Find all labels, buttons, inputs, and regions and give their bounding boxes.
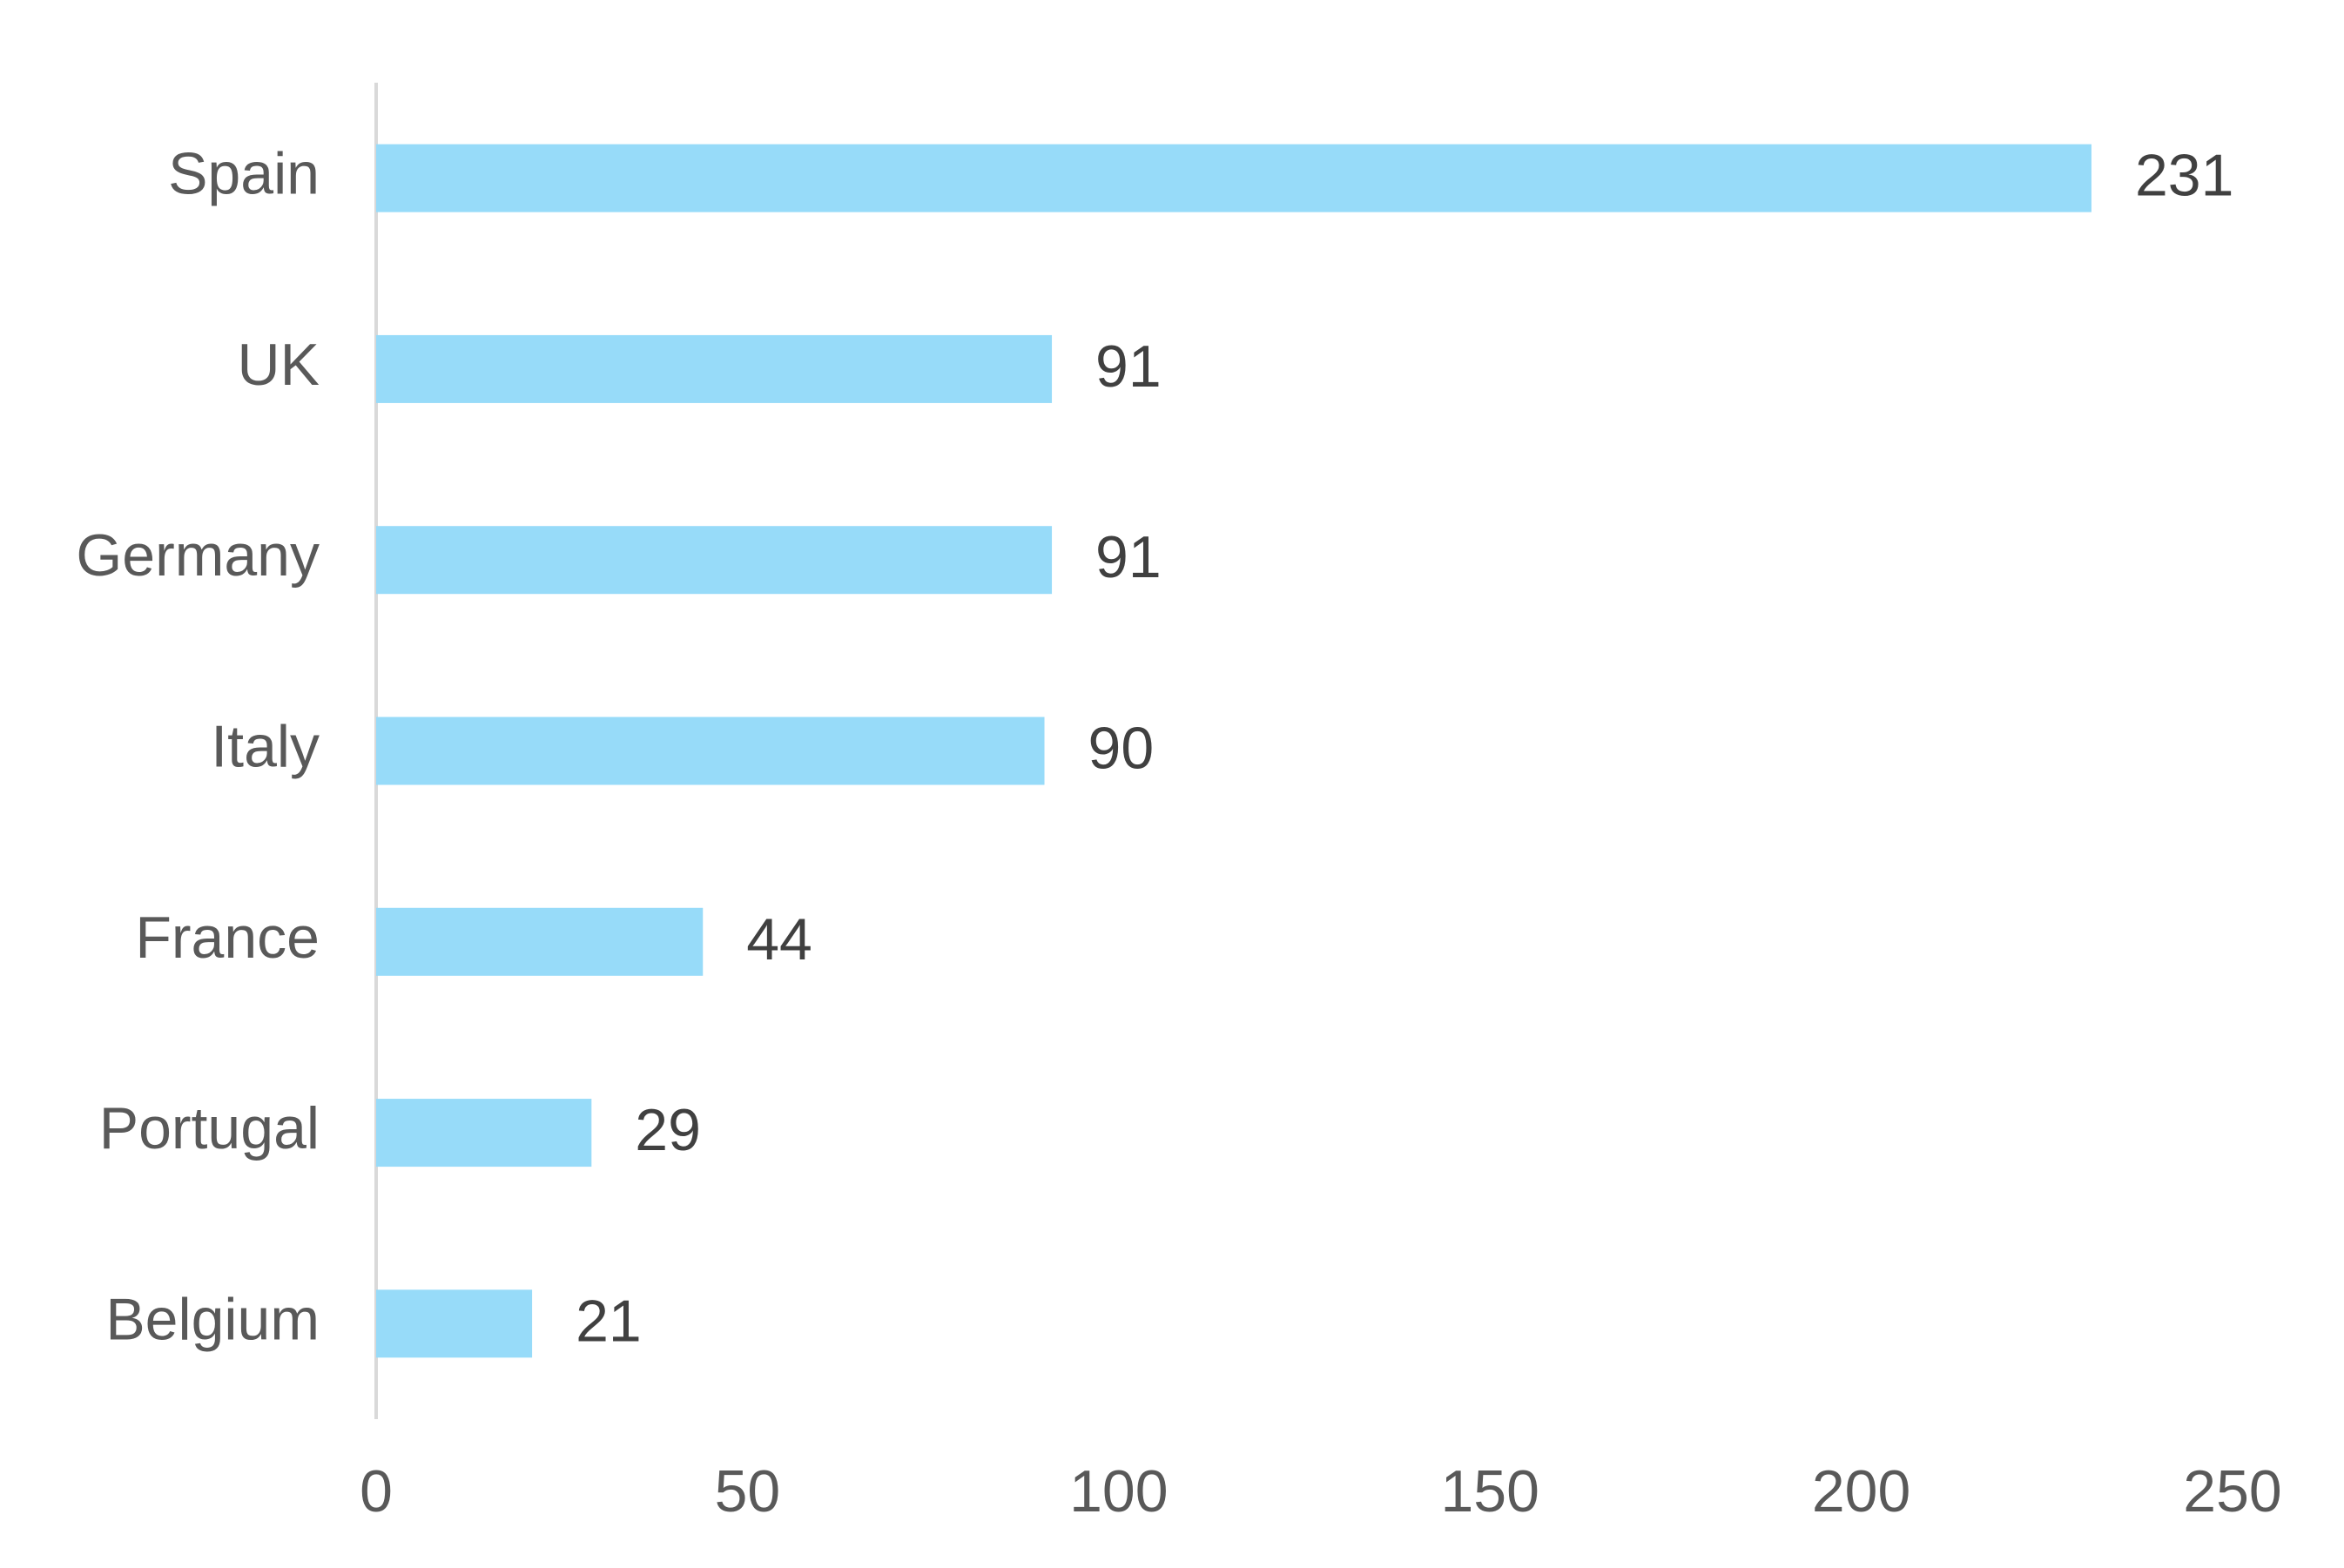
bar [376,144,2091,212]
y-tick-label: Germany [76,522,320,589]
y-tick-label: Belgium [105,1286,320,1352]
x-tick-label: 250 [2183,1458,2281,1524]
value-label: 91 [1095,333,1162,400]
value-label: 91 [1095,524,1162,590]
y-tick-label: Portugal [99,1095,320,1161]
value-label: 44 [746,906,812,972]
value-label: 21 [576,1288,642,1354]
y-tick-label: Spain [168,141,320,207]
value-label: 29 [635,1097,701,1163]
value-label: 231 [2135,143,2233,209]
x-tick-label: 0 [360,1458,393,1524]
bar [376,1099,592,1168]
x-tick-label: 50 [715,1458,781,1524]
x-tick-label: 150 [1440,1458,1539,1524]
bar [376,907,704,976]
x-tick-label: 100 [1069,1458,1168,1524]
y-tick-label: UK [238,332,320,398]
bar [376,334,1053,403]
value-label: 90 [1088,715,1155,781]
x-tick-label: 200 [1812,1458,1910,1524]
y-tick-label: France [135,905,320,971]
bar [376,1289,533,1358]
bar [376,526,1053,595]
bar [376,717,1045,785]
y-tick-label: Italy [211,713,320,779]
